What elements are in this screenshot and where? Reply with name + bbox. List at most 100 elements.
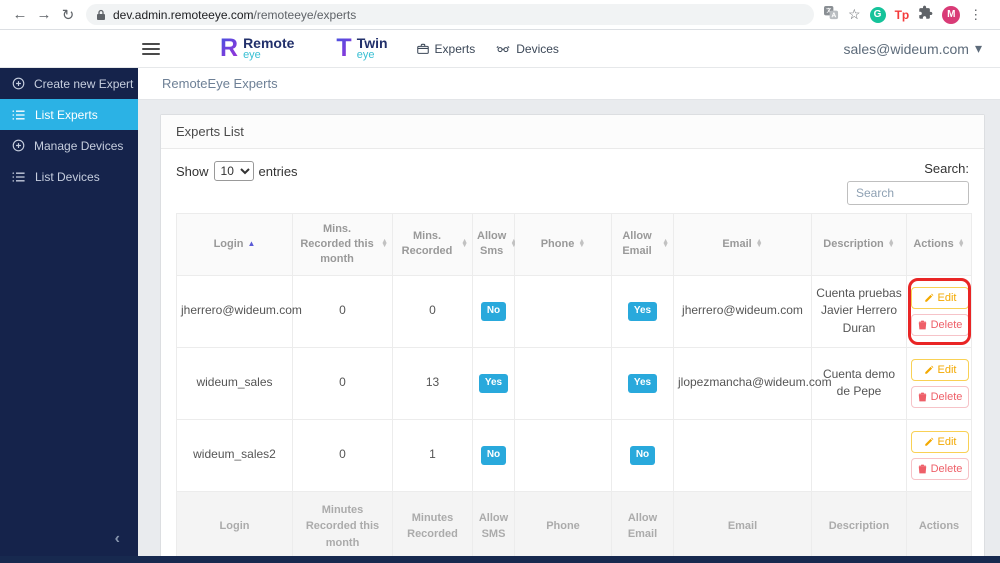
column-header-allow-sms[interactable]: Allow Sms▲▼ (472, 213, 517, 276)
plus-circle-icon (12, 139, 25, 152)
cell-phone (514, 418, 612, 492)
page-length-select[interactable]: 10 (213, 161, 254, 181)
edit-button[interactable]: Edit (911, 286, 969, 309)
footer-header-email: Email (673, 490, 812, 563)
table-footer-row: Login Minutes Recorded this month Minute… (176, 490, 972, 563)
cell-allow-email: Yes (611, 274, 674, 348)
search-control: Search: (847, 161, 969, 205)
sidebar-item-label: List Experts (35, 107, 98, 122)
remoteeye-logo[interactable]: R Remote eye (220, 36, 294, 61)
column-header-email[interactable]: Email ▲ ▼ (673, 213, 812, 276)
sidebar-item-create-expert[interactable]: Create new Expert (0, 68, 138, 99)
back-icon[interactable]: ← (12, 6, 28, 23)
sort-icon: ▲▼ (957, 238, 965, 250)
plus-circle-icon (12, 77, 25, 90)
column-header-allow-email[interactable]: Allow Email ▲ ▼ (611, 213, 674, 276)
reload-icon[interactable]: ↻ (61, 6, 75, 24)
main-content: RemoteEye Experts Experts List Show 10 e… (138, 68, 1000, 563)
trash-icon (918, 320, 926, 329)
url-path: /remoteeye/experts (253, 7, 357, 22)
smart-glasses-icon (495, 42, 511, 56)
cell-description (811, 418, 907, 492)
status-badge: Yes (478, 374, 509, 393)
hamburger-menu-icon[interactable] (142, 42, 160, 55)
cell-mins: 1 (392, 418, 473, 492)
table-header-row: Login ▲ Mins. Recorded this month ▲ ▼ Mins.… (176, 213, 972, 276)
search-input[interactable] (847, 181, 969, 205)
trash-icon (918, 392, 926, 401)
column-header-description[interactable]: Description ▲ ▼ (811, 213, 907, 276)
column-header-phone[interactable]: Phone ▲ ▼ (514, 213, 612, 276)
list-icon (12, 109, 26, 121)
cell-description: Cuenta pruebas Javier Herrero Duran (811, 274, 907, 348)
footer-header-phone: Phone (514, 490, 612, 563)
table-row: jherrero@wideum.com 0 0 No Yes jherrero@… (176, 274, 972, 348)
browser-extensions-area: ☆ G Tp M ⋮ (824, 5, 983, 25)
twineye-logo-sub: eye (356, 49, 375, 61)
sidebar-item-list-experts[interactable]: List Experts (0, 99, 138, 130)
pencil-icon (924, 365, 933, 374)
cell-phone (514, 274, 612, 348)
remoteeye-logo-name: Remote (243, 35, 295, 51)
lock-icon (96, 9, 106, 21)
sort-icon: ▲▼ (510, 238, 517, 249)
browser-menu-icon[interactable]: ⋮ (969, 6, 984, 22)
sidebar-item-label: Create new Expert (34, 76, 134, 91)
cell-login: jherrero@wideum.com (176, 274, 302, 348)
footer-header-actions: Actions (906, 490, 972, 563)
sort-icon: ▲▼ (662, 238, 669, 250)
edit-button[interactable]: Edit (911, 430, 969, 453)
delete-button[interactable]: Delete (911, 385, 969, 408)
sort-icon: ▲▼ (461, 238, 468, 250)
column-header-login[interactable]: Login ▲ (176, 213, 293, 276)
cell-actions: Edit Delete (906, 346, 972, 420)
status-badge: Yes (627, 302, 658, 321)
status-badge: No (480, 302, 507, 321)
tp-extension-icon[interactable]: Tp (894, 7, 910, 22)
cell-login: wideum_sales (176, 346, 293, 420)
profile-avatar[interactable]: M (942, 5, 961, 24)
column-header-mins[interactable]: Mins. Recorded ▲ ▼ (392, 213, 473, 276)
column-header-mins-month[interactable]: Mins. Recorded this month ▲ ▼ (292, 213, 393, 276)
pencil-icon (924, 437, 933, 446)
forward-icon[interactable]: → (36, 6, 52, 23)
table-row: wideum_sales 0 13 Yes Yes jlopezmancha@w… (176, 346, 972, 420)
cell-actions: Edit Delete (906, 418, 972, 492)
experts-table: Login ▲ Mins. Recorded this month ▲ ▼ Mins.… (176, 213, 972, 563)
trash-icon (918, 464, 926, 473)
translate-icon[interactable] (824, 5, 839, 25)
bookmark-star-icon[interactable]: ☆ (848, 6, 861, 22)
cell-allow-sms: No (472, 274, 515, 348)
cell-email: jherrero@wideum.com (673, 274, 812, 348)
account-dropdown[interactable]: sales@wideum.com ▾ (843, 40, 982, 57)
sidebar-collapse-icon[interactable]: ‹ (114, 530, 120, 547)
nav-experts[interactable]: Experts (416, 42, 475, 56)
cell-mins-month: 0 (292, 274, 393, 348)
remoteeye-logo-sub: eye (243, 49, 261, 61)
list-icon (12, 171, 26, 183)
edit-button[interactable]: Edit (911, 358, 969, 381)
footer-header-description: Description (811, 490, 907, 563)
show-label: Show (176, 163, 209, 179)
twineye-logo[interactable]: T Twin eye (336, 36, 387, 61)
url-text[interactable]: dev.admin.remoteeye.com/remoteeye/expert… (113, 8, 356, 22)
sidebar-item-manage-devices[interactable]: Manage Devices (0, 130, 138, 161)
delete-button[interactable]: Delete (911, 313, 969, 336)
delete-button[interactable]: Delete (911, 457, 969, 480)
app-header: R Remote eye T Twin eye Experts (0, 30, 1000, 68)
search-label: Search: (924, 161, 969, 176)
sidebar-item-list-devices[interactable]: List Devices (0, 161, 138, 192)
cell-phone (514, 346, 612, 420)
cell-email (673, 418, 812, 492)
breadcrumb-label: RemoteEye Experts (162, 76, 278, 91)
column-header-actions[interactable]: Actions ▲ ▼ (906, 213, 972, 276)
address-bar[interactable]: dev.admin.remoteeye.com/remoteeye/expert… (86, 4, 814, 25)
pencil-icon (924, 293, 933, 302)
browser-toolbar: ← → ↻ dev.admin.remoteeye.com/remoteeye/… (0, 0, 1000, 30)
nav-devices[interactable]: Devices (495, 42, 559, 56)
cell-allow-email: Yes (611, 346, 674, 420)
extensions-puzzle-icon[interactable] (918, 5, 933, 25)
grammarly-extension-icon[interactable]: G (869, 6, 886, 23)
cell-login: wideum_sales2 (176, 418, 293, 492)
